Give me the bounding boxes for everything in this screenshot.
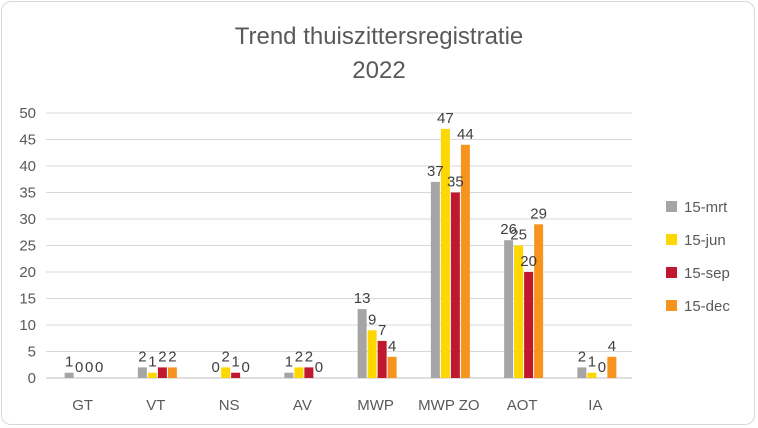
x-tick-label: AOT — [507, 397, 538, 414]
x-tick-label: VT — [146, 397, 165, 414]
data-label: 1 — [285, 354, 293, 371]
bar — [514, 245, 524, 378]
data-label: 9 — [368, 311, 376, 328]
data-label: 2 — [168, 348, 176, 365]
bar — [231, 372, 241, 378]
data-label: 0 — [95, 359, 103, 376]
data-label: 44 — [457, 126, 474, 143]
bar — [440, 128, 450, 378]
data-label: 2 — [295, 348, 303, 365]
data-label: 29 — [530, 205, 547, 222]
data-label: 2 — [158, 348, 166, 365]
y-tick-label: 15 — [19, 291, 36, 308]
data-label: 26 — [500, 221, 517, 238]
data-label: 2 — [305, 348, 313, 365]
bar — [357, 309, 367, 378]
bar — [577, 367, 587, 378]
y-tick-label: 35 — [19, 185, 36, 202]
bar — [147, 372, 157, 378]
bar — [460, 144, 470, 378]
legend-swatch — [666, 300, 677, 311]
bars — [64, 128, 617, 378]
data-label: 7 — [378, 322, 386, 339]
bar — [377, 340, 387, 378]
data-label: 0 — [75, 359, 83, 376]
data-label: 2 — [138, 348, 146, 365]
y-tick-label: 30 — [19, 211, 36, 228]
data-label: 4 — [388, 338, 396, 355]
gridlines — [46, 112, 632, 379]
bar — [284, 372, 294, 378]
bar — [304, 367, 314, 378]
y-tick-label: 5 — [28, 344, 36, 361]
data-label: 0 — [598, 359, 606, 376]
y-tick-label: 50 — [19, 105, 36, 122]
bar — [534, 224, 544, 378]
bar — [167, 367, 177, 378]
x-tick-label: IA — [588, 397, 602, 414]
data-label: 20 — [520, 253, 537, 270]
legend-swatch — [666, 201, 677, 212]
y-tick-label: 20 — [19, 264, 36, 281]
x-tick-label: GT — [72, 397, 93, 414]
bar — [524, 272, 534, 378]
data-label: 25 — [510, 227, 527, 244]
legend: 15-mrt 15-jun 15-sep 15-dec — [666, 199, 730, 315]
x-tick-label: NS — [219, 397, 240, 414]
data-label: 4 — [608, 338, 616, 355]
data-label: 35 — [447, 174, 464, 191]
data-label: 0 — [315, 359, 323, 376]
bar — [137, 367, 147, 378]
data-label: 0 — [241, 359, 249, 376]
data-label: 2 — [578, 348, 586, 365]
bar — [607, 356, 617, 378]
bar — [504, 240, 514, 378]
legend-swatch — [666, 234, 677, 245]
legend-label: 15-dec — [684, 298, 730, 315]
x-tick-label: MWP ZO — [418, 397, 479, 414]
data-label: 37 — [427, 163, 444, 180]
y-tick-label: 40 — [19, 158, 36, 175]
bar — [367, 330, 377, 378]
data-label: 2 — [221, 348, 229, 365]
data-label: 0 — [211, 359, 219, 376]
data-label: 47 — [437, 110, 454, 127]
bar — [387, 356, 397, 378]
bar — [430, 181, 440, 378]
bar — [587, 372, 597, 378]
data-label: 1 — [65, 354, 73, 371]
y-axis: 0 5 10 15 20 25 30 35 40 45 50 — [19, 105, 36, 387]
data-label: 0 — [85, 359, 93, 376]
y-tick-label: 25 — [19, 238, 36, 255]
data-label: 1 — [148, 354, 156, 371]
chart-title: Trend thuiszittersregistratie — [234, 23, 524, 50]
bar — [157, 367, 167, 378]
y-tick-label: 45 — [19, 132, 36, 149]
legend-label: 15-jun — [684, 232, 726, 249]
bar — [221, 367, 231, 378]
bar — [64, 372, 74, 378]
y-tick-label: 0 — [28, 370, 36, 387]
chart-subtitle: 2022 — [352, 57, 406, 84]
legend-label: 15-sep — [684, 265, 730, 282]
data-label: 1 — [588, 354, 596, 371]
y-tick-label: 10 — [19, 317, 36, 334]
x-tick-label: AV — [293, 397, 312, 414]
x-axis: GT VT NS AV MWP MWP ZO AOT IA — [72, 397, 602, 414]
bar — [294, 367, 304, 378]
data-label: 1 — [231, 354, 239, 371]
legend-label: 15-mrt — [684, 199, 728, 216]
data-label: 13 — [354, 290, 371, 307]
bar — [450, 192, 460, 378]
legend-swatch — [666, 267, 677, 278]
x-tick-label: MWP — [357, 397, 394, 414]
